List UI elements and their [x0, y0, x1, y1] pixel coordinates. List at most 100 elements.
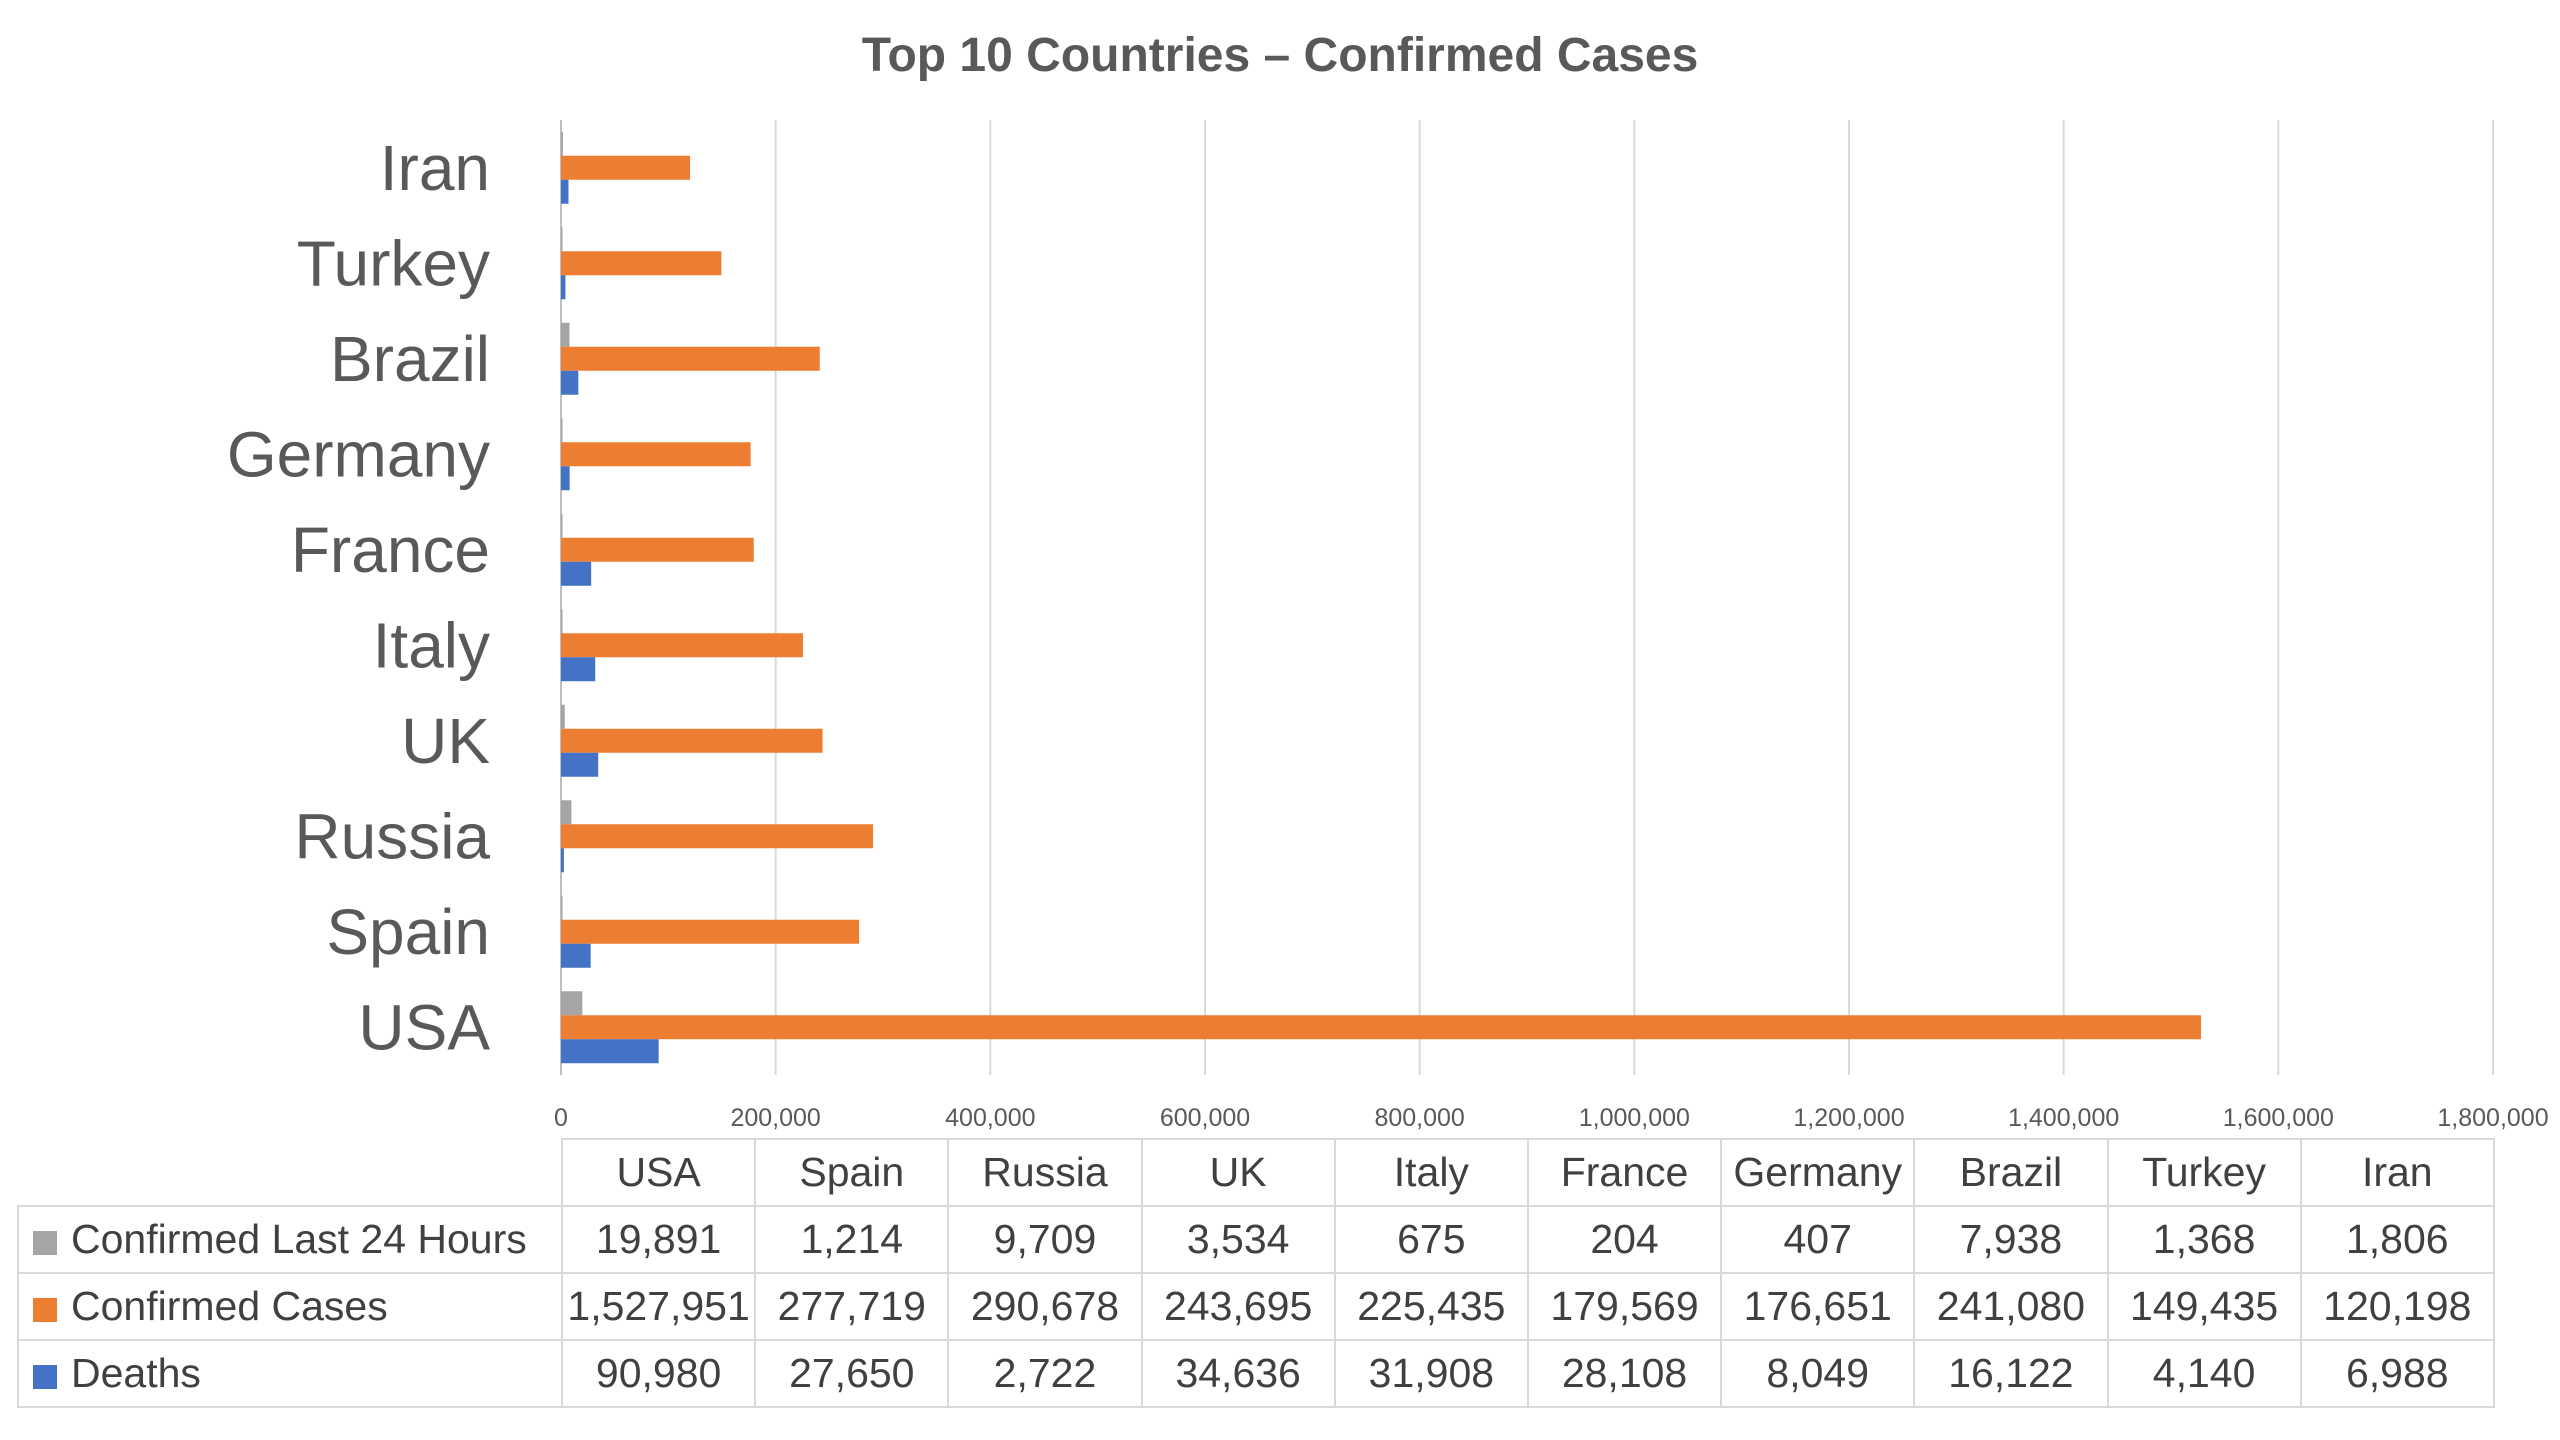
bar-confirmed-last-24-hours-iran [561, 131, 563, 156]
table-cell: 277,719 [754, 1272, 950, 1341]
table-cell: 204 [1526, 1205, 1723, 1274]
table-cell: 8,049 [1720, 1339, 1916, 1408]
table-row-header: Confirmed Last 24 Hours [17, 1205, 563, 1274]
bar-deaths-usa [561, 1039, 659, 1064]
bars [561, 131, 2202, 1064]
table-cell: 1,214 [754, 1205, 950, 1274]
table-row: Confirmed Last 24 Hours 19,891 1,214 9,709 3… [17, 1205, 2495, 1274]
category-axis-labels: USA Spain Russia UK Italy France Germany Brazil… [227, 132, 491, 1064]
table-cell: 16,122 [1913, 1339, 2109, 1408]
bar-deaths-brazil [561, 370, 579, 395]
category-label: Italy [373, 609, 490, 681]
table-cell: 1,527,951 [560, 1272, 757, 1341]
table-column-header: USA [560, 1138, 757, 1207]
table-column-header: Germany [1720, 1138, 1916, 1207]
x-tick-label: 800,000 [1374, 1104, 1464, 1130]
category-label: UK [401, 705, 490, 777]
table-column-header: Spain [754, 1138, 950, 1207]
x-tick-label: 1,200,000 [1793, 1104, 1904, 1130]
bar-confirmed-cases-italy [561, 633, 803, 658]
bar-confirmed-last-24-hours-turkey [561, 227, 563, 252]
table-corner-cell [18, 1139, 563, 1207]
bar-confirmed-cases-uk [561, 728, 823, 753]
table-column-header: Russia [947, 1138, 1143, 1207]
category-label: Germany [227, 418, 490, 490]
value-axis-tick-labels: 0 200,000 400,000 600,000 800,000 1,000,000 1,… [554, 1104, 2549, 1130]
x-tick-label: 200,000 [730, 1104, 820, 1130]
bar-deaths-france [561, 561, 592, 586]
series-name: Confirmed Last 24 Hours [71, 1216, 527, 1262]
gridlines [560, 120, 2494, 1075]
table-cell: 28,108 [1526, 1339, 1723, 1408]
table-cell: 241,080 [1913, 1272, 2109, 1341]
table-cell: 176,651 [1720, 1272, 1916, 1341]
table-row: Deaths 90,980 27,650 2,722 34,636 31,908 28,10… [17, 1339, 2495, 1408]
legend-swatch-icon [33, 1365, 57, 1389]
table-row-header: Deaths [17, 1339, 563, 1408]
bar-confirmed-cases-brazil [561, 346, 820, 371]
category-label: France [291, 514, 490, 586]
bar-deaths-germany [561, 466, 570, 491]
table-cell: 2,722 [947, 1339, 1143, 1408]
bar-deaths-uk [561, 752, 599, 777]
x-tick-label: 1,800,000 [2437, 1104, 2548, 1130]
table-cell: 7,938 [1913, 1205, 2109, 1274]
bar-confirmed-cases-france [561, 537, 754, 562]
table-cell: 243,695 [1140, 1272, 1336, 1341]
series-name: Confirmed Cases [71, 1283, 388, 1329]
table-column-header: France [1526, 1138, 1723, 1207]
table-cell: 90,980 [560, 1339, 757, 1408]
bar-confirmed-cases-turkey [561, 251, 722, 276]
x-tick-label: 400,000 [945, 1104, 1035, 1130]
bar-deaths-turkey [561, 275, 566, 300]
bar-deaths-italy [561, 657, 596, 682]
table-header-row: USA Spain Russia UK Italy France Germany Brazil… [18, 1138, 2495, 1207]
table-cell: 149,435 [2106, 1272, 2302, 1341]
table-row: Confirmed Cases 1,527,951 277,719 290,678 24… [17, 1272, 2495, 1341]
bar-confirmed-last-24-hours-spain [561, 895, 563, 920]
table-column-header: UK [1140, 1138, 1336, 1207]
category-label: Brazil [330, 323, 490, 395]
table-cell: 27,650 [754, 1339, 950, 1408]
table-cell: 4,140 [2106, 1339, 2302, 1408]
x-tick-label: 600,000 [1160, 1104, 1250, 1130]
table-cell: 19,891 [560, 1205, 757, 1274]
bar-chart-plot: USA Spain Russia UK Italy France Germany Brazil… [227, 120, 2549, 1130]
bar-confirmed-last-24-hours-usa [561, 991, 583, 1016]
bar-deaths-iran [561, 179, 569, 204]
legend-swatch-icon [33, 1298, 57, 1322]
table-cell: 1,368 [2106, 1205, 2302, 1274]
bar-confirmed-last-24-hours-france [561, 513, 563, 538]
x-tick-label: 1,000,000 [1579, 1104, 1690, 1130]
chart-title: Top 10 Countries – Confirmed Cases [861, 29, 1699, 82]
table-cell: 407 [1720, 1205, 1916, 1274]
bar-confirmed-cases-usa [561, 1015, 2202, 1040]
data-table: USA Spain Russia UK Italy France Germany Brazil… [17, 1138, 2495, 1408]
table-column-header: Iran [2299, 1138, 2495, 1207]
table-cell: 120,198 [2299, 1272, 2495, 1341]
category-label: Spain [326, 896, 490, 968]
bar-confirmed-cases-russia [561, 824, 873, 849]
x-tick-label: 0 [554, 1104, 568, 1130]
table-cell: 1,806 [2299, 1205, 2495, 1274]
table-cell: 675 [1333, 1205, 1529, 1274]
table-cell: 179,569 [1526, 1272, 1723, 1341]
series-name: Deaths [71, 1350, 201, 1396]
table-cell: 3,534 [1140, 1205, 1336, 1274]
bar-deaths-spain [561, 943, 591, 968]
table-column-header: Brazil [1913, 1138, 2109, 1207]
bar-confirmed-cases-germany [561, 442, 751, 467]
table-row-header: Confirmed Cases [17, 1272, 563, 1341]
bar-deaths-russia [561, 848, 564, 873]
bar-confirmed-cases-iran [561, 155, 691, 180]
bar-confirmed-last-24-hours-russia [561, 800, 572, 825]
legend-swatch-icon [33, 1231, 57, 1255]
x-tick-label: 1,600,000 [2223, 1104, 2334, 1130]
table-cell: 34,636 [1140, 1339, 1336, 1408]
bar-confirmed-last-24-hours-brazil [561, 322, 570, 347]
category-label: Turkey [297, 227, 490, 299]
x-tick-label: 1,400,000 [2008, 1104, 2119, 1130]
category-label: Iran [380, 132, 490, 204]
bar-confirmed-last-24-hours-italy [561, 609, 563, 634]
bar-confirmed-last-24-hours-germany [561, 418, 563, 443]
